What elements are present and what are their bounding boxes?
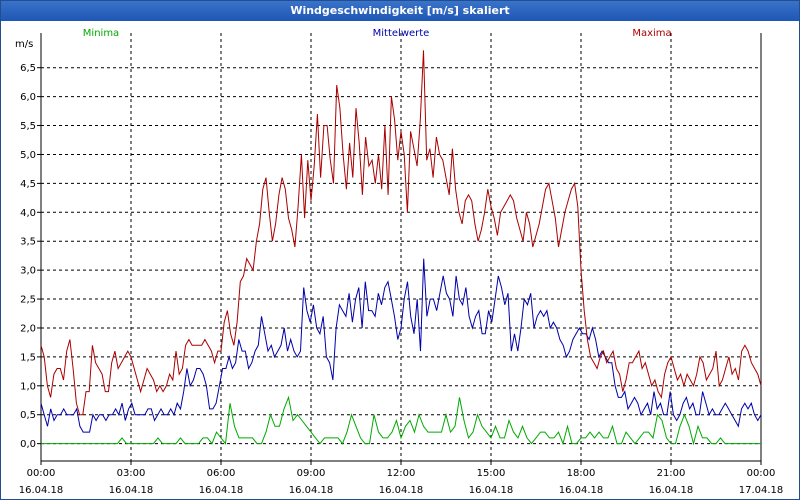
wind-speed-chart: 0,0 0,5 1,0 1,5 2,0 2,5 3,0 3,5 4,0 4,5 5,0 5,5 6,0 6…: [15, 28, 784, 496]
y-tick-label: 1,5: [20, 352, 36, 363]
x-tick-date: 16.04.18: [199, 485, 244, 496]
y-tick-label: 4,5: [20, 179, 36, 190]
x-tick-time: 09:00: [297, 468, 326, 479]
x-tick-date: 16.04.18: [109, 485, 154, 496]
x-tick-date: 16.04.18: [559, 485, 604, 496]
x-tick-time: 00:00: [27, 468, 56, 479]
window-title: Windgeschwindigkeit [m/s] skaliert: [1, 1, 799, 21]
x-tick-time: 21:00: [657, 468, 686, 479]
y-tick-label: 5,0: [20, 150, 36, 161]
x-tick-date: 16.04.18: [379, 485, 424, 496]
x-tick-date: 16.04.18: [19, 485, 64, 496]
y-tick-label: 6,5: [20, 63, 36, 74]
x-axis-ticks: 00:00 16.04.18 03:00 16.04.18 06:00 16.04.18 0…: [19, 461, 784, 496]
y-tick-label: 1,0: [20, 381, 36, 392]
series-lines: [40, 50, 762, 446]
y-tick-label: 0,5: [20, 410, 36, 421]
y-tick-label: 3,5: [20, 237, 36, 248]
x-tick-time: 18:00: [567, 468, 596, 479]
y-tick-label: 4,0: [20, 208, 36, 219]
y-axis-label: m/s: [15, 39, 33, 50]
y-axis-ticks: 0,0 0,5 1,0 1,5 2,0 2,5 3,0 3,5 4,0 4,5 5,0 5,5 6,0 6…: [20, 63, 41, 450]
x-tick-time: 03:00: [117, 468, 146, 479]
y-tick-label: 2,5: [20, 295, 36, 306]
legend-item-mittelwerte: Mittelwerte: [373, 28, 430, 39]
x-tick-date: 16.04.18: [469, 485, 514, 496]
series-line-minima: [41, 395, 761, 446]
x-tick-time: 00:00: [747, 468, 776, 479]
y-tick-label: 3,0: [20, 266, 36, 277]
y-tick-label: 5,5: [20, 121, 36, 132]
legend: Minima Mittelwerte Maxima: [83, 28, 672, 39]
y-tick-label: 6,0: [20, 92, 36, 103]
x-tick-date: 16.04.18: [289, 485, 334, 496]
x-tick-time: 12:00: [387, 468, 416, 479]
x-tick-time: 15:00: [477, 468, 506, 479]
x-tick-date: 16.04.18: [649, 485, 694, 496]
y-tick-label: 0,0: [20, 439, 36, 450]
series-line-maxima: [40, 50, 762, 416]
x-tick-time: 06:00: [207, 468, 236, 479]
x-tick-date: 17.04.18: [739, 485, 784, 496]
y-tick-label: 2,0: [20, 323, 36, 334]
legend-item-maxima: Maxima: [632, 28, 671, 39]
series-line-mittelwerte: [40, 258, 762, 433]
legend-item-minima: Minima: [83, 28, 119, 39]
